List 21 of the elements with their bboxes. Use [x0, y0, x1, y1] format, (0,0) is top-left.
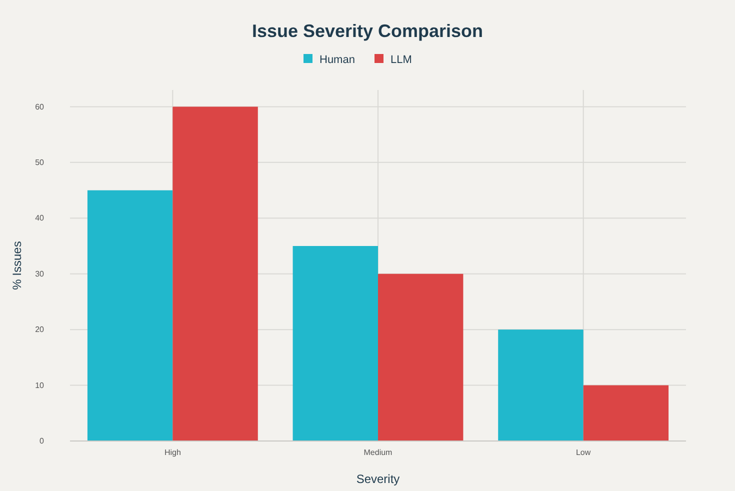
bar [172, 106, 258, 441]
y-tick-label: 10 [35, 380, 45, 390]
bar [87, 190, 173, 441]
legend-label: Human [320, 54, 355, 66]
y-tick-label: 50 [35, 158, 45, 167]
y-tick-label: 0 [40, 436, 45, 446]
y-axis-title: % Issues [10, 241, 24, 290]
y-tick-label: 60 [35, 102, 45, 112]
x-tick-label: Medium [364, 448, 393, 457]
bar [498, 330, 584, 441]
y-tick-label: 40 [35, 214, 45, 223]
legend-label: LLM [390, 54, 412, 66]
bar [583, 385, 669, 441]
x-axis-title: Severity [356, 472, 400, 486]
x-tick-label: High [164, 448, 181, 457]
x-tick-label: Low [576, 448, 591, 457]
y-tick-label: 20 [35, 325, 45, 334]
bar [292, 246, 378, 441]
y-tick-label: 30 [35, 269, 45, 278]
bar [378, 274, 464, 441]
chart-title: Issue Severity Comparison [252, 21, 484, 41]
